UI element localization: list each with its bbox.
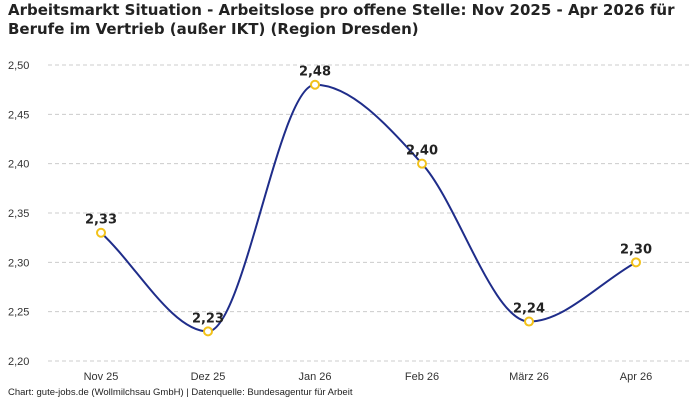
x-tick-label: Apr 26 [620, 371, 652, 383]
data-point [96, 227, 106, 238]
data-markers [96, 79, 641, 337]
y-tick-label: 2,45 [8, 109, 29, 121]
x-tick-label: Dez 25 [191, 371, 226, 383]
data-point [310, 79, 320, 90]
data-label: 2,40 [406, 144, 438, 159]
series-line [100, 83, 637, 333]
x-axis-ticks: Nov 25 Dez 25 Jan 26 Feb 26 März 26 Apr 26 [84, 371, 653, 383]
data-point [631, 257, 641, 268]
x-tick-label: Nov 25 [84, 371, 119, 383]
data-label: 2,48 [299, 65, 331, 80]
y-tick-label: 2,30 [8, 257, 29, 269]
chart-footer: Chart: gute-jobs.de (Wollmilchsau GmbH) … [8, 387, 353, 398]
y-tick-label: 2,50 [8, 60, 29, 72]
grid-lines [48, 64, 690, 362]
x-tick-label: Jan 26 [298, 371, 331, 383]
y-tick-label: 2,25 [8, 307, 29, 319]
x-tick-label: Feb 26 [405, 371, 439, 383]
data-label: 2,33 [85, 213, 117, 228]
data-point [524, 316, 534, 327]
data-label: 2,24 [513, 302, 545, 317]
data-point [417, 158, 427, 169]
chart-title-line-2: Berufe im Vertrieb (außer IKT) (Region D… [8, 20, 419, 38]
data-label: 2,30 [620, 242, 652, 257]
y-tick-label: 2,35 [8, 208, 29, 220]
chart-title-line-1: Arbeitsmarkt Situation - Arbeitslose pro… [8, 1, 675, 19]
x-tick-label: März 26 [509, 371, 549, 383]
y-tick-label: 2,20 [8, 356, 29, 368]
data-labels: 2,33 2,23 2,48 2,40 2,24 2,30 [85, 65, 652, 327]
data-point [203, 326, 213, 337]
chart-title: Arbeitsmarkt Situation - Arbeitslose pro… [8, 1, 692, 39]
y-axis-ticks: 2,20 2,25 2,30 2,35 2,40 2,45 2,50 [8, 60, 29, 368]
data-label: 2,23 [192, 311, 224, 326]
y-tick-label: 2,40 [8, 159, 29, 171]
